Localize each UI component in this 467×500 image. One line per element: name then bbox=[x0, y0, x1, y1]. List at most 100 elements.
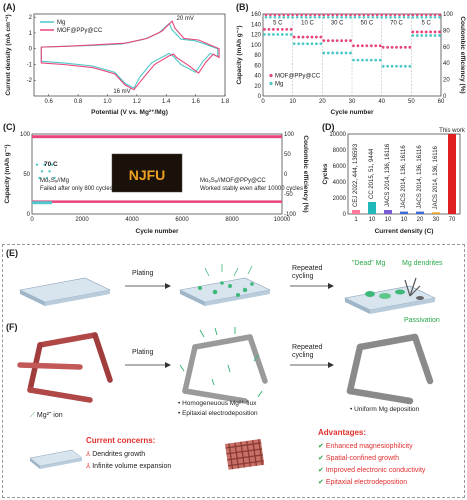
capacity-point bbox=[374, 44, 378, 48]
x-tick-label: 1.4 bbox=[162, 99, 171, 105]
x-tick-label: 1.0 bbox=[103, 99, 112, 105]
bar-reference-label: JACS 2014, 136, 16116 bbox=[417, 145, 423, 209]
scaffold-uniform-mg bbox=[346, 333, 434, 405]
x-tick-label: 60 bbox=[438, 99, 445, 105]
bar-this-work-label: This work bbox=[439, 128, 466, 134]
capacity-point bbox=[381, 45, 385, 49]
ce-point-mof bbox=[353, 13, 357, 17]
x-tick-label: 2000 bbox=[75, 217, 89, 223]
ce-point-mof bbox=[402, 13, 406, 17]
y-axis-label: Capacity (mAh g⁻¹) bbox=[236, 25, 243, 84]
ce-point-mof bbox=[371, 13, 375, 17]
capacity-point bbox=[365, 58, 369, 62]
dendrite-icon: ⅄ bbox=[86, 451, 93, 458]
x-tick-label: 70 bbox=[449, 217, 456, 223]
capacity-point bbox=[335, 51, 339, 55]
capacity-point bbox=[292, 42, 296, 46]
y-tick-label: 0 bbox=[343, 212, 347, 218]
legend-label: MOF@PPy@CC bbox=[275, 74, 321, 80]
ce-point-mg bbox=[371, 15, 375, 19]
ce-point-mg bbox=[438, 15, 441, 19]
x-tick-label: 30 bbox=[433, 217, 440, 223]
y2-tick-label: -50 bbox=[284, 192, 293, 198]
ce-point-mg bbox=[335, 15, 339, 19]
ce-point-mof bbox=[367, 13, 370, 17]
capacity-point bbox=[292, 35, 296, 39]
arrow-plating-f bbox=[125, 362, 171, 368]
ce-point-mof bbox=[375, 13, 379, 17]
x-tick-label: 1.2 bbox=[133, 99, 142, 105]
capacity-point bbox=[326, 39, 330, 43]
bar bbox=[368, 202, 376, 214]
capacity-point bbox=[369, 44, 373, 48]
arrow-plating-e bbox=[125, 283, 171, 289]
ce-point-mg bbox=[393, 15, 397, 19]
capacity-point bbox=[271, 33, 275, 36]
y-tick-label: 10000 bbox=[329, 132, 346, 138]
capacity-point bbox=[360, 44, 364, 48]
ce-point-mg bbox=[318, 15, 321, 19]
capacity-point bbox=[378, 44, 382, 48]
bar bbox=[384, 210, 392, 214]
ce-point-mof bbox=[340, 13, 343, 17]
concerns-title: Current concerns: bbox=[86, 436, 156, 445]
legend-label: Mg bbox=[275, 82, 283, 88]
capacity-point bbox=[411, 30, 415, 34]
x-tick-label: 0 bbox=[30, 217, 34, 223]
capacity-point bbox=[408, 64, 412, 68]
ce-scatter-mg bbox=[43, 163, 46, 166]
ce-point-mg bbox=[269, 15, 272, 19]
capacity-point bbox=[319, 42, 323, 46]
y2-tick-label: 100 bbox=[443, 12, 454, 18]
y2-tick-label: -100 bbox=[284, 212, 297, 218]
x-tick-label: 0.6 bbox=[45, 99, 54, 105]
bar-reference-label: CC 2015, 51, 9444 bbox=[369, 148, 375, 199]
capacity-point bbox=[301, 42, 305, 46]
flat-substrate-icon bbox=[29, 449, 83, 469]
ce-point-mof bbox=[398, 13, 401, 17]
x-tick-label: 0.8 bbox=[74, 99, 83, 105]
bar bbox=[416, 211, 424, 214]
ce-scatter-mg bbox=[35, 163, 39, 166]
ce-point-mof bbox=[291, 13, 294, 17]
ce-point-mof bbox=[313, 13, 317, 17]
y-tick-label: 20 bbox=[254, 84, 261, 90]
capacity-point bbox=[276, 33, 280, 36]
panel-c-label: (C) bbox=[3, 122, 16, 132]
capacity-band-mof bbox=[32, 200, 282, 203]
y-tick-label: 6000 bbox=[333, 164, 347, 170]
ce-point-mof bbox=[331, 13, 335, 17]
capacity-point bbox=[399, 64, 403, 68]
capacity-point bbox=[356, 58, 360, 62]
dead-mg-label: "Dead" Mg bbox=[352, 260, 386, 267]
capacity-point bbox=[369, 58, 373, 62]
capacity-point bbox=[433, 34, 437, 37]
bullet-epitaxial: • Epitaxial electrodeposition bbox=[178, 410, 258, 417]
bar-reference-label: JACS 2014, 136, 16116 bbox=[401, 145, 407, 209]
capacity-point bbox=[276, 27, 280, 31]
y2-tick-label: 100 bbox=[284, 132, 295, 138]
capacity-point bbox=[289, 33, 293, 36]
plot-frame bbox=[31, 133, 283, 215]
ce-point-mg bbox=[291, 15, 294, 19]
mg-label: Mo₆S₈//Mg bbox=[40, 178, 69, 184]
bar-reference-label: JACS 2014, 136, 16116 bbox=[433, 145, 439, 209]
ce-point-mof bbox=[278, 13, 281, 17]
ce-point-mof bbox=[273, 13, 277, 17]
ce-point-mof bbox=[318, 13, 321, 17]
ce-point-mg bbox=[282, 15, 286, 19]
capacity-point bbox=[438, 30, 441, 34]
ce-scatter-mg bbox=[38, 176, 41, 180]
bar bbox=[432, 212, 440, 214]
ce-point-mof bbox=[326, 13, 330, 17]
capacity-point bbox=[289, 27, 293, 31]
ce-point-mof bbox=[362, 13, 366, 17]
ce-point-mof bbox=[429, 13, 432, 17]
concern-dendrites: ⅄ Dendrites growth bbox=[86, 450, 145, 458]
advantage-4-text: Epitaxial electrodeposition bbox=[325, 479, 408, 486]
x-tick-label: 10000 bbox=[274, 217, 291, 223]
carbon-cloth-icon bbox=[225, 438, 265, 470]
capacity-point bbox=[381, 64, 385, 68]
bullet-uniform: • Uniform Mg deposition bbox=[350, 406, 420, 413]
capacity-point bbox=[285, 27, 289, 31]
